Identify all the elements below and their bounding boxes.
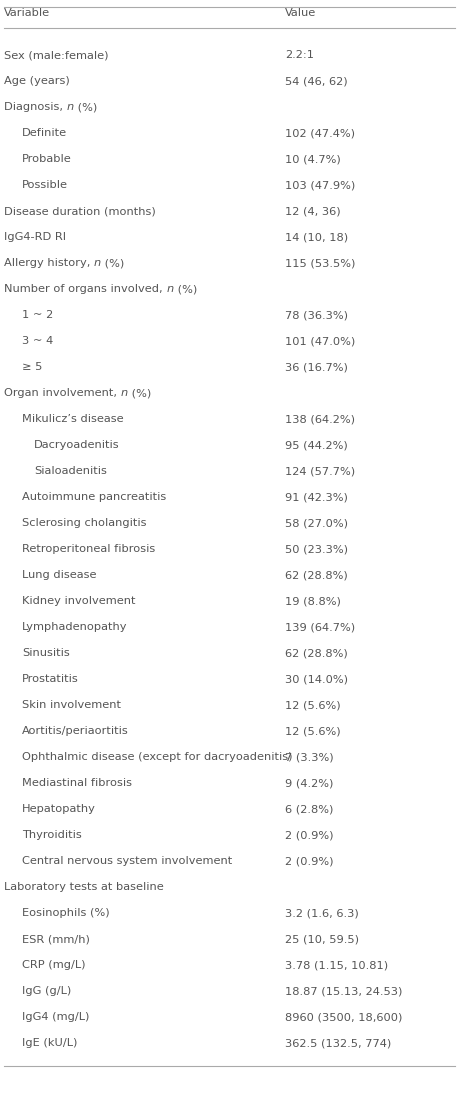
Text: 12 (5.6%): 12 (5.6%)	[285, 726, 341, 736]
Text: Variable: Variable	[4, 8, 50, 18]
Text: 138 (64.2%): 138 (64.2%)	[285, 414, 355, 424]
Text: Hepatopathy: Hepatopathy	[22, 804, 96, 814]
Text: 62 (28.8%): 62 (28.8%)	[285, 571, 348, 581]
Text: Laboratory tests at baseline: Laboratory tests at baseline	[4, 882, 164, 892]
Text: Allergy history,: Allergy history,	[4, 258, 94, 268]
Text: 362.5 (132.5, 774): 362.5 (132.5, 774)	[285, 1038, 391, 1048]
Text: Disease duration (months): Disease duration (months)	[4, 206, 156, 216]
Text: 7 (3.3%): 7 (3.3%)	[285, 751, 334, 761]
Text: Definite: Definite	[22, 128, 67, 138]
Text: Age (years): Age (years)	[4, 75, 70, 85]
Text: 2.2:1: 2.2:1	[285, 50, 314, 60]
Text: Sinusitis: Sinusitis	[22, 648, 70, 658]
Text: Sclerosing cholangitis: Sclerosing cholangitis	[22, 518, 146, 528]
Text: Mikulicz’s disease: Mikulicz’s disease	[22, 414, 123, 424]
Text: Eosinophils (%): Eosinophils (%)	[22, 908, 110, 918]
Text: 78 (36.3%): 78 (36.3%)	[285, 310, 348, 320]
Text: Aortitis/periaortitis: Aortitis/periaortitis	[22, 726, 129, 736]
Text: 115 (53.5%): 115 (53.5%)	[285, 258, 355, 268]
Text: 3.2 (1.6, 6.3): 3.2 (1.6, 6.3)	[285, 908, 359, 918]
Text: 2 (0.9%): 2 (0.9%)	[285, 830, 334, 840]
Text: 8960 (3500, 18,600): 8960 (3500, 18,600)	[285, 1012, 403, 1022]
Text: IgG (g/L): IgG (g/L)	[22, 986, 71, 996]
Text: 19 (8.8%): 19 (8.8%)	[285, 596, 341, 606]
Text: Lung disease: Lung disease	[22, 571, 96, 581]
Text: 91 (42.3%): 91 (42.3%)	[285, 492, 348, 502]
Text: Sialoadenitis: Sialoadenitis	[34, 466, 107, 476]
Text: (%): (%)	[74, 102, 97, 112]
Text: Number of organs involved,: Number of organs involved,	[4, 284, 166, 294]
Text: Thyroiditis: Thyroiditis	[22, 830, 82, 840]
Text: Value: Value	[285, 8, 316, 18]
Text: Possible: Possible	[22, 180, 68, 190]
Text: 18.87 (15.13, 24.53): 18.87 (15.13, 24.53)	[285, 986, 403, 996]
Text: ≥ 5: ≥ 5	[22, 362, 42, 372]
Text: ESR (mm/h): ESR (mm/h)	[22, 934, 90, 944]
Text: 95 (44.2%): 95 (44.2%)	[285, 440, 348, 450]
Text: 14 (10, 18): 14 (10, 18)	[285, 232, 348, 242]
Text: (%): (%)	[101, 258, 124, 268]
Text: Mediastinal fibrosis: Mediastinal fibrosis	[22, 778, 132, 788]
Text: Lymphadenopathy: Lymphadenopathy	[22, 622, 128, 632]
Text: 25 (10, 59.5): 25 (10, 59.5)	[285, 934, 359, 944]
Text: 101 (47.0%): 101 (47.0%)	[285, 336, 355, 346]
Text: IgG4 (mg/L): IgG4 (mg/L)	[22, 1012, 90, 1022]
Text: 30 (14.0%): 30 (14.0%)	[285, 674, 348, 684]
Text: 9 (4.2%): 9 (4.2%)	[285, 778, 333, 788]
Text: 3 ~ 4: 3 ~ 4	[22, 336, 53, 346]
Text: Central nervous system involvement: Central nervous system involvement	[22, 856, 232, 866]
Text: n: n	[94, 258, 101, 268]
Text: Dacryoadenitis: Dacryoadenitis	[34, 440, 120, 450]
Text: 36 (16.7%): 36 (16.7%)	[285, 362, 348, 372]
Text: 50 (23.3%): 50 (23.3%)	[285, 544, 348, 554]
Text: Skin involvement: Skin involvement	[22, 700, 121, 710]
Text: (%): (%)	[128, 388, 151, 398]
Text: Sex (male:female): Sex (male:female)	[4, 50, 108, 60]
Text: 2 (0.9%): 2 (0.9%)	[285, 856, 334, 866]
Text: n: n	[121, 388, 128, 398]
Text: Diagnosis,: Diagnosis,	[4, 102, 67, 112]
Text: CRP (mg/L): CRP (mg/L)	[22, 960, 85, 970]
Text: 12 (4, 36): 12 (4, 36)	[285, 206, 341, 216]
Text: 58 (27.0%): 58 (27.0%)	[285, 518, 348, 528]
Text: IgG4-RD RI: IgG4-RD RI	[4, 232, 66, 242]
Text: (%): (%)	[174, 284, 197, 294]
Text: 6 (2.8%): 6 (2.8%)	[285, 804, 333, 814]
Text: Ophthalmic disease (except for dacryoadenitis): Ophthalmic disease (except for dacryoade…	[22, 751, 292, 761]
Text: 1 ~ 2: 1 ~ 2	[22, 310, 53, 320]
Text: 103 (47.9%): 103 (47.9%)	[285, 180, 355, 190]
Text: Retroperitoneal fibrosis: Retroperitoneal fibrosis	[22, 544, 155, 554]
Text: Prostatitis: Prostatitis	[22, 674, 79, 684]
Text: 12 (5.6%): 12 (5.6%)	[285, 700, 341, 710]
Text: 54 (46, 62): 54 (46, 62)	[285, 75, 347, 85]
Text: n: n	[67, 102, 74, 112]
Text: Probable: Probable	[22, 154, 72, 164]
Text: IgE (kU/L): IgE (kU/L)	[22, 1038, 78, 1048]
Text: 124 (57.7%): 124 (57.7%)	[285, 466, 355, 476]
Text: n: n	[166, 284, 174, 294]
Text: 62 (28.8%): 62 (28.8%)	[285, 648, 348, 658]
Text: 139 (64.7%): 139 (64.7%)	[285, 622, 355, 632]
Text: Kidney involvement: Kidney involvement	[22, 596, 135, 606]
Text: 102 (47.4%): 102 (47.4%)	[285, 128, 355, 138]
Text: Autoimmune pancreatitis: Autoimmune pancreatitis	[22, 492, 166, 502]
Text: 10 (4.7%): 10 (4.7%)	[285, 154, 341, 164]
Text: Organ involvement,: Organ involvement,	[4, 388, 121, 398]
Text: 3.78 (1.15, 10.81): 3.78 (1.15, 10.81)	[285, 960, 388, 970]
